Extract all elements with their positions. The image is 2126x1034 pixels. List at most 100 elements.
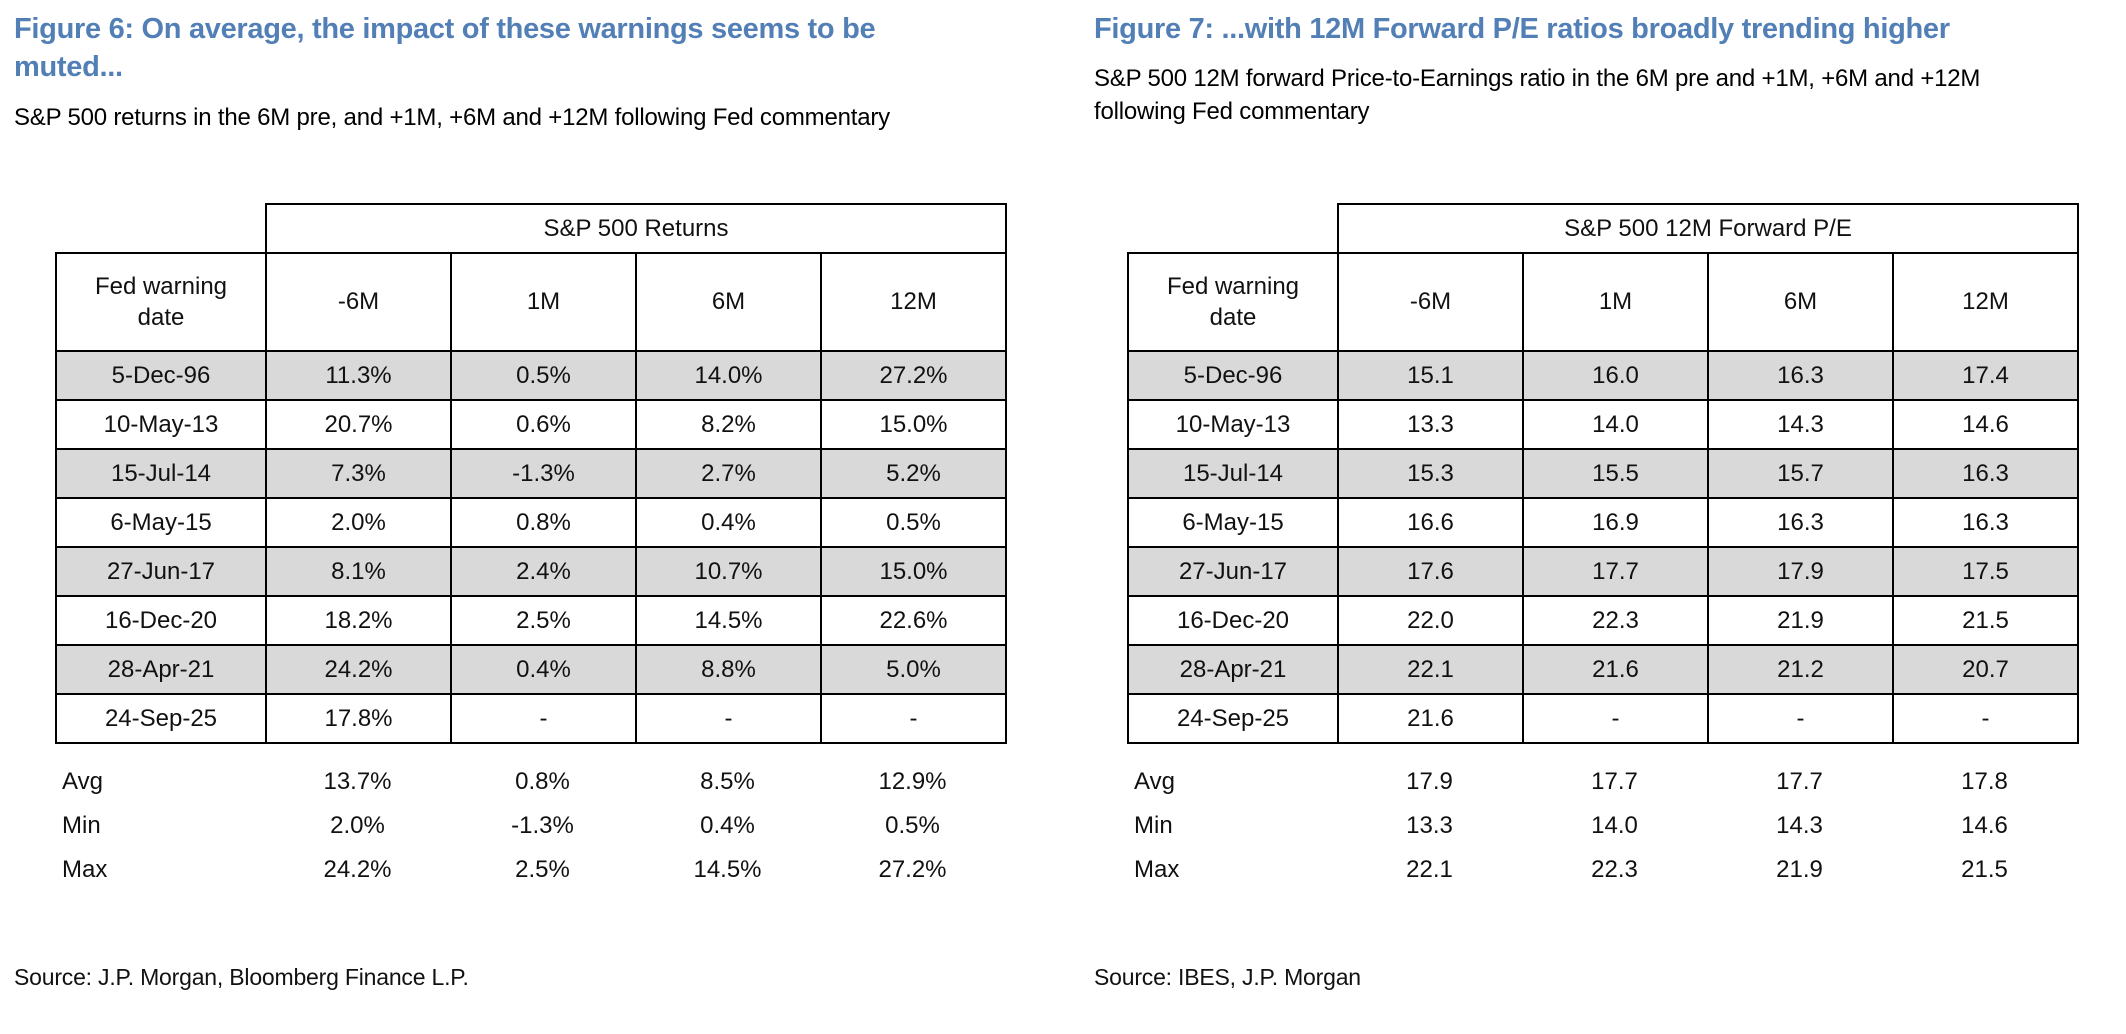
table-row: 28-Apr-21 24.2% 0.4% 8.8% 5.0% — [55, 644, 1008, 695]
value-cell: 15.1 — [1337, 350, 1524, 401]
date-cell: 24-Sep-25 — [55, 693, 267, 744]
table-row: 16-Dec-20 18.2% 2.5% 14.5% 22.6% — [55, 595, 1008, 646]
value-cell: 5.0% — [819, 644, 1008, 695]
summary-label: Max — [62, 856, 108, 883]
value-cell: 0.8% — [450, 497, 637, 548]
table-row: 15-Jul-14 7.3% -1.3% 2.7% 5.2% — [55, 448, 1008, 499]
date-cell: 27-Jun-17 — [1127, 546, 1339, 597]
value-cell: 0.4% — [635, 497, 822, 548]
figure7-title: Figure 7: ...with 12M Forward P/E ratios… — [1094, 13, 1950, 45]
value-cell: 17.6 — [1337, 546, 1524, 597]
value-cell: - — [635, 693, 822, 744]
table-row: Fed warning date -6M 1M 6M 12M — [55, 252, 1008, 352]
date-cell: 16-Dec-20 — [1127, 595, 1339, 646]
table-row: 10-May-13 13.3 14.0 14.3 14.6 — [1127, 399, 2080, 450]
summary-value: 0.8% — [515, 768, 570, 795]
value-cell: 15.7 — [1707, 448, 1894, 499]
summary-label: Avg — [1134, 768, 1175, 795]
value-cell: 16.9 — [1522, 497, 1709, 548]
value-cell: 16.3 — [1707, 497, 1894, 548]
value-cell: 15.5 — [1522, 448, 1709, 499]
value-cell: 27.2% — [819, 350, 1008, 401]
summary-value: -1.3% — [511, 812, 574, 839]
summary-value: 0.5% — [885, 812, 940, 839]
table-row: 16-Dec-20 22.0 22.3 21.9 21.5 — [1127, 595, 2080, 646]
summary-label: Avg — [62, 768, 103, 795]
value-cell: 21.6 — [1337, 693, 1524, 744]
value-cell: 16.3 — [1891, 497, 2080, 548]
value-cell: 17.8% — [265, 693, 452, 744]
date-cell: 28-Apr-21 — [1127, 644, 1339, 695]
value-cell: 22.0 — [1337, 595, 1524, 646]
table-row: 28-Apr-21 22.1 21.6 21.2 20.7 — [1127, 644, 2080, 695]
figure6-summary: Avg 13.7% 0.8% 8.5% 12.9% Min 2.0% -1.3%… — [55, 760, 1064, 892]
value-cell: 15.0% — [819, 546, 1008, 597]
row-header-cell: Fed warning date — [55, 252, 267, 352]
value-cell: 2.5% — [450, 595, 637, 646]
summary-value: 12.9% — [878, 768, 947, 795]
summary-value: 14.6 — [1961, 812, 2008, 839]
summary-label: Min — [62, 812, 101, 839]
table-row: 5-Dec-96 15.1 16.0 16.3 17.4 — [1127, 350, 2080, 401]
value-cell: 20.7% — [265, 399, 452, 450]
value-cell: 11.3% — [265, 350, 452, 401]
value-cell: 16.0 — [1522, 350, 1709, 401]
figure6-table: S&P 500 Returns Fed warning date -6M 1M … — [55, 203, 1008, 744]
value-cell: -1.3% — [450, 448, 637, 499]
summary-value: 14.3 — [1776, 812, 1823, 839]
summary-value: 21.5 — [1961, 856, 2008, 883]
table-row: 27-Jun-17 8.1% 2.4% 10.7% 15.0% — [55, 546, 1008, 597]
figure6-table-area: S&P 500 Returns Fed warning date -6M 1M … — [55, 203, 1064, 892]
date-cell: 15-Jul-14 — [1127, 448, 1339, 499]
value-cell: 20.7 — [1891, 644, 2080, 695]
figure6-subtitle: S&P 500 returns in the 6M pre, and +1M, … — [14, 103, 890, 131]
value-cell: 14.6 — [1891, 399, 2080, 450]
summary-value: 17.7 — [1776, 768, 1823, 795]
summary-value: 17.9 — [1406, 768, 1453, 795]
summary-label: Min — [1134, 812, 1173, 839]
table-row: 10-May-13 20.7% 0.6% 8.2% 15.0% — [55, 399, 1008, 450]
group-header: S&P 500 12M Forward P/E — [1336, 203, 2080, 254]
table-row: 6-May-15 16.6 16.9 16.3 16.3 — [1127, 497, 2080, 548]
table-row: 24-Sep-25 17.8% - - - — [55, 693, 1008, 744]
value-cell: 0.6% — [450, 399, 637, 450]
date-cell: 10-May-13 — [1127, 399, 1339, 450]
value-cell: 14.0% — [635, 350, 822, 401]
summary-value: 2.5% — [515, 856, 570, 883]
row-header-cell: Fed warning date — [1127, 252, 1339, 352]
table-row: 5-Dec-96 11.3% 0.5% 14.0% 27.2% — [55, 350, 1008, 401]
value-cell: 10.7% — [635, 546, 822, 597]
value-cell: 15.0% — [819, 399, 1008, 450]
figure6-title: Figure 6: On average, the impact of thes… — [14, 13, 876, 84]
figure7-header: Figure 7: ...with 12M Forward P/E ratios… — [1094, 10, 2116, 203]
value-cell: 14.3 — [1707, 399, 1894, 450]
corner-cell — [56, 204, 266, 253]
summary-value: 22.1 — [1406, 856, 1453, 883]
row-header-label: Fed warning date — [1166, 272, 1300, 331]
summary-value: 27.2% — [878, 856, 947, 883]
summary-value: 13.3 — [1406, 812, 1453, 839]
figure6-header: Figure 6: On average, the impact of thes… — [14, 10, 1064, 203]
summary-value: 0.4% — [700, 812, 755, 839]
column-header: 6M — [1707, 252, 1894, 352]
value-cell: 21.6 — [1522, 644, 1709, 695]
column-header: 1M — [450, 252, 637, 352]
value-cell: - — [450, 693, 637, 744]
value-cell: 18.2% — [265, 595, 452, 646]
date-cell: 24-Sep-25 — [1127, 693, 1339, 744]
value-cell: 8.8% — [635, 644, 822, 695]
table-row: 6-May-15 2.0% 0.8% 0.4% 0.5% — [55, 497, 1008, 548]
value-cell: 2.4% — [450, 546, 637, 597]
value-cell: 8.2% — [635, 399, 822, 450]
corner-cell — [1128, 204, 1338, 253]
value-cell: - — [1707, 693, 1894, 744]
value-cell: 0.5% — [450, 350, 637, 401]
table-row: 24-Sep-25 21.6 - - - — [1127, 693, 2080, 744]
value-cell: 24.2% — [265, 644, 452, 695]
summary-value: 24.2% — [323, 856, 392, 883]
figure6-source: Source: J.P. Morgan, Bloomberg Finance L… — [14, 964, 469, 990]
value-cell: 22.1 — [1337, 644, 1524, 695]
date-cell: 5-Dec-96 — [1127, 350, 1339, 401]
value-cell: 8.1% — [265, 546, 452, 597]
summary-label: Max — [1134, 856, 1180, 883]
